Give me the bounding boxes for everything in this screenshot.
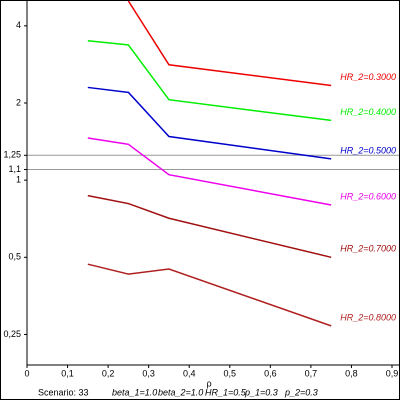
series-label: HR_2=0.3000 <box>340 72 396 82</box>
y-tick-label: 0,5 <box>8 252 21 262</box>
x-tick-label: 0,4 <box>183 368 196 378</box>
y-tick-label: 1 <box>16 175 21 185</box>
footnote: beta_1=1.0 <box>112 387 157 397</box>
series-line <box>87 194 332 259</box>
x-tick-label: 0,7 <box>305 368 318 378</box>
series-label: HR_2=0.4000 <box>340 107 396 117</box>
series-line <box>87 263 332 327</box>
series-label: HR_2=0.7000 <box>340 244 396 254</box>
footnote: p_2=0.3 <box>284 387 318 397</box>
plot-area <box>27 1 399 327</box>
series-line <box>127 1 332 87</box>
x-tick-label: 0 <box>24 368 29 378</box>
x-tick-label: 0,5 <box>224 368 237 378</box>
series-line <box>87 39 332 122</box>
series-line <box>87 86 332 160</box>
footnote: p_1=0.3 <box>244 387 278 397</box>
x-tick-label: 0,3 <box>142 368 155 378</box>
x-tick-label: 0,6 <box>264 368 277 378</box>
x-tick-label: 0,2 <box>102 368 115 378</box>
y-tick-label: 0,25 <box>3 329 21 339</box>
x-tick-label: 0,8 <box>345 368 358 378</box>
series-label: HR_2=0.5000 <box>340 145 396 155</box>
footnote: beta_2=1.0 <box>158 387 203 397</box>
x-tick-label: 0,1 <box>61 368 74 378</box>
y-tick-label: 1,1 <box>8 164 21 174</box>
y-tick-label: 2 <box>16 97 21 107</box>
footnote: HR_1=0.5 <box>205 387 247 397</box>
series-label: HR_2=0.8000 <box>340 312 396 322</box>
series-line <box>87 137 332 206</box>
x-tick-label: 0,9 <box>386 368 399 378</box>
series-label: HR_2=0.6000 <box>340 191 396 201</box>
footnote: Scenario: 33 <box>38 387 89 397</box>
y-tick-label: 4 <box>16 20 21 30</box>
x-axis-label: ρ <box>206 378 211 388</box>
y-tick-label: 1,25 <box>3 150 21 160</box>
